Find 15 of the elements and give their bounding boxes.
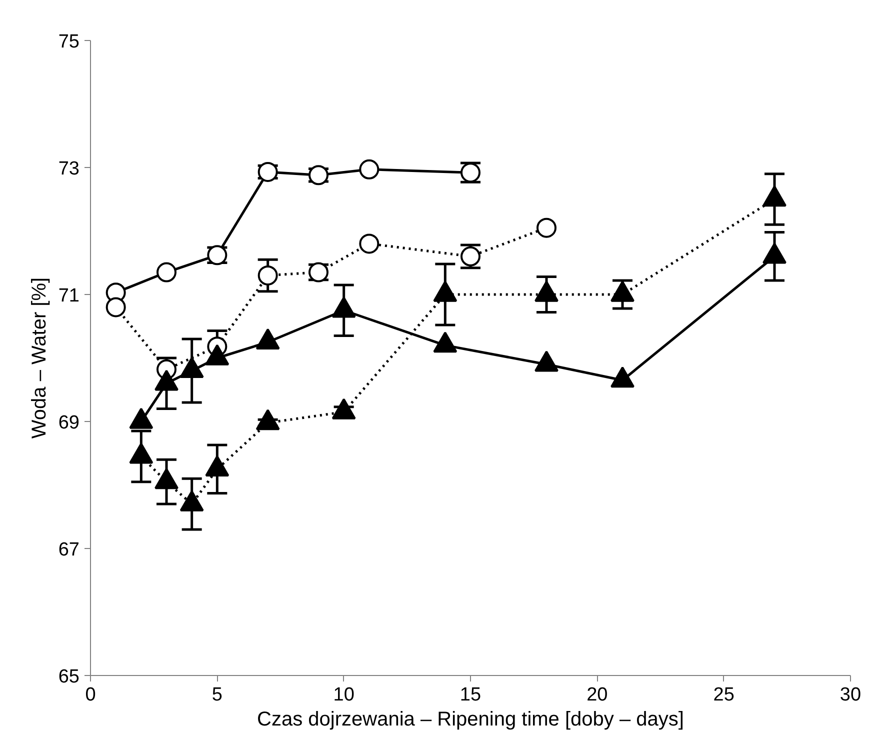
x-tick-label: 20: [586, 684, 608, 706]
x-tick-label: 10: [333, 684, 354, 706]
x-tick-label: 15: [460, 684, 482, 706]
y-tick-label: 65: [58, 666, 80, 688]
y-tick-label: 67: [58, 540, 80, 560]
y-tick-label: 73: [58, 158, 80, 180]
y-axis-title: Woda – Water [%]: [28, 277, 50, 439]
y-tick-label: 69: [58, 412, 80, 434]
x-tick-label: 5: [212, 684, 222, 706]
x-axis-title: Czas dojrzewania – Ripening time [doby – days]: [257, 708, 684, 730]
x-tick-label: 30: [840, 684, 862, 706]
x-tick-label: 0: [85, 684, 96, 706]
y-tick-label: 71: [58, 286, 80, 306]
x-tick-label: 25: [713, 684, 734, 706]
y-tick-label: 75: [58, 32, 80, 52]
